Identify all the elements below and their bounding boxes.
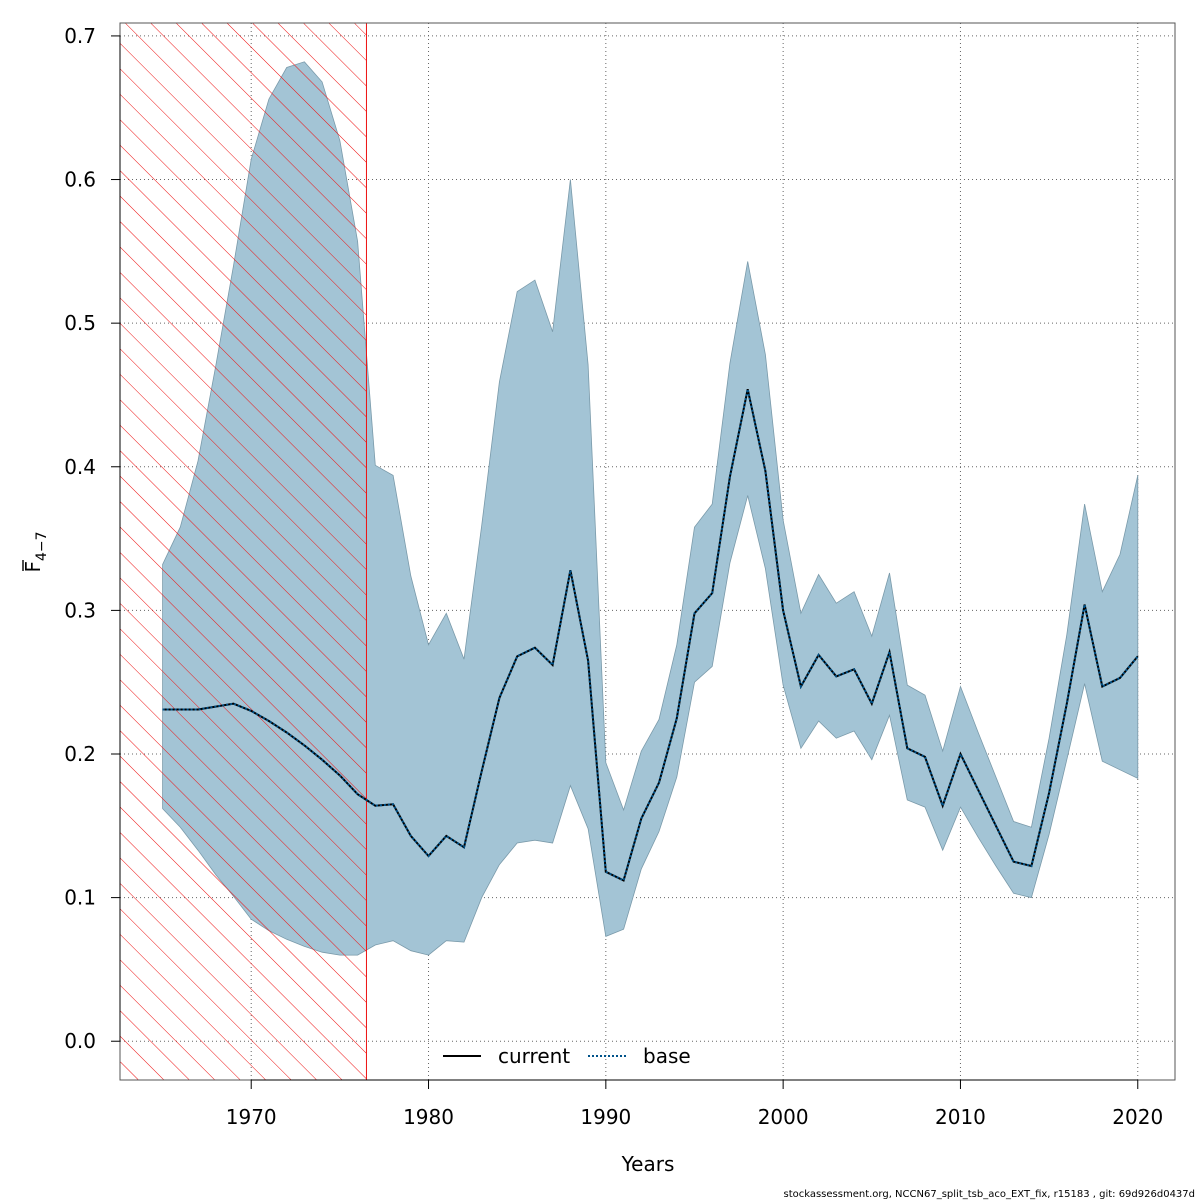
y-axis-label-subscript: 4−7 — [34, 531, 50, 561]
x-axis: 1970 1980 1990 2000 2010 2020 — [226, 1079, 1163, 1129]
y-axis: 0.0 0.1 0.2 0.3 0.4 0.5 0.6 0.7 — [64, 24, 121, 1053]
y-tick-label: 0.0 — [64, 1029, 96, 1053]
y-tick-label: 0.7 — [64, 24, 96, 48]
hatched-region-layer — [119, 22, 367, 1081]
legend-base-label: base — [643, 1044, 691, 1068]
x-tick-label: 2010 — [935, 1105, 986, 1129]
confidence-band-layer — [162, 61, 1139, 956]
x-tick-label: 2000 — [758, 1105, 809, 1129]
y-axis-label: F4−7 — [21, 531, 50, 572]
legend-current-label: current — [498, 1044, 570, 1068]
x-axis-label: Years — [621, 1152, 675, 1176]
y-tick-label: 0.4 — [64, 455, 96, 479]
y-tick-label: 0.2 — [64, 742, 96, 766]
y-tick-label: 0.6 — [64, 168, 96, 192]
series-line-layer — [162, 388, 1139, 882]
y-tick-label: 0.5 — [64, 311, 96, 335]
x-tick-label: 1970 — [226, 1105, 277, 1129]
x-tick-label: 1990 — [580, 1105, 631, 1129]
svg-text:F4−7: F4−7 — [21, 531, 50, 572]
x-tick-label: 2020 — [1112, 1105, 1163, 1129]
x-tick-label: 1980 — [403, 1105, 454, 1129]
footer-text: stockassessment.org, NCCN67_split_tsb_ac… — [783, 1189, 1195, 1200]
y-axis-label-main: F — [21, 561, 45, 573]
series-line-base — [162, 388, 1139, 882]
hatched-region — [119, 22, 367, 1081]
confidence-band — [162, 61, 1139, 956]
legend: current base — [443, 1044, 691, 1068]
y-tick-label: 0.3 — [64, 598, 96, 622]
y-tick-label: 0.1 — [64, 886, 96, 910]
